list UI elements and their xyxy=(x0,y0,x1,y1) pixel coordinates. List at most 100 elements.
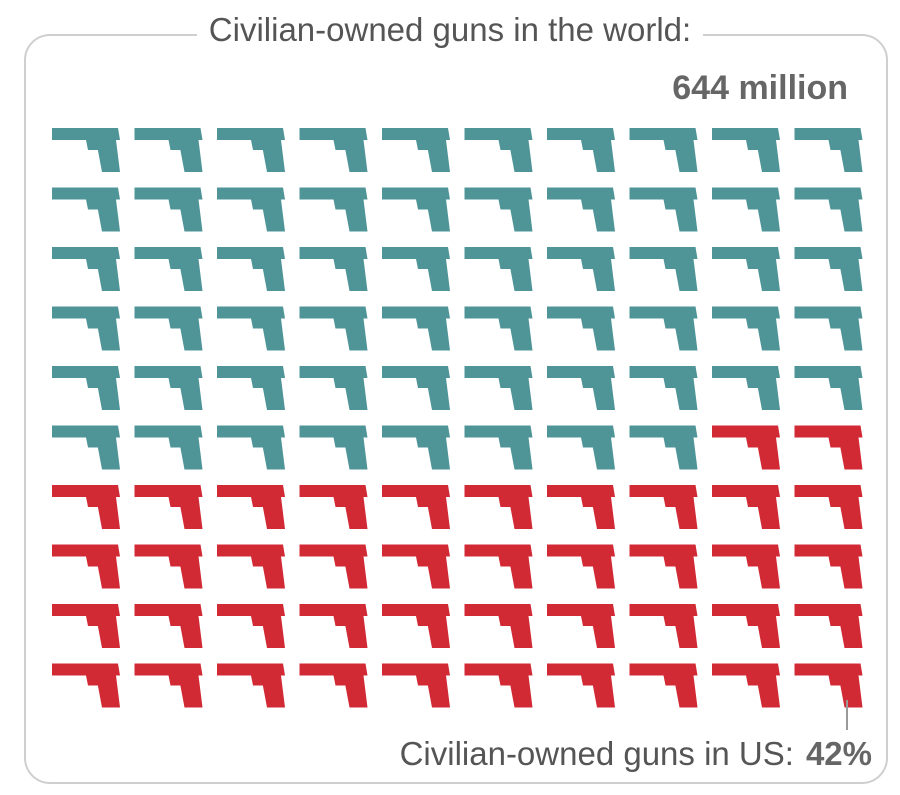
us-share-caption: Civilian-owned guns in US: 42% xyxy=(400,734,872,774)
world-gun-icon xyxy=(299,366,368,410)
world-gun-icon xyxy=(712,306,780,351)
us-gun-icon xyxy=(217,604,285,648)
us-gun-icon xyxy=(464,604,533,648)
us-gun-icon xyxy=(547,485,615,529)
world-gun-icon xyxy=(382,247,450,291)
us-gun-icon xyxy=(712,485,780,529)
us-gun-icon xyxy=(299,544,368,589)
us-gun-icon xyxy=(794,663,863,708)
us-gun-icon xyxy=(134,604,203,648)
us-share-tick xyxy=(846,700,848,730)
us-gun-icon xyxy=(382,544,450,589)
us-gun-icon xyxy=(299,663,368,708)
chart-title-text: Civilian-owned guns in the world: xyxy=(196,11,704,48)
world-gun-icon xyxy=(547,128,615,172)
world-gun-icon xyxy=(217,247,285,291)
us-gun-icon xyxy=(629,604,698,648)
world-gun-icon xyxy=(134,425,203,470)
world-gun-icon xyxy=(134,306,203,351)
world-gun-icon xyxy=(712,187,780,232)
world-gun-icon xyxy=(464,366,533,410)
us-gun-icon xyxy=(134,663,203,708)
us-gun-icon xyxy=(52,663,120,708)
world-gun-icon xyxy=(134,187,203,232)
us-gun-icon xyxy=(794,544,863,589)
us-gun-icon xyxy=(629,485,698,529)
us-gun-icon xyxy=(712,425,780,470)
world-gun-icon xyxy=(464,128,533,172)
world-gun-icon xyxy=(299,425,368,470)
us-gun-icon xyxy=(464,663,533,708)
world-gun-icon xyxy=(712,247,780,291)
world-gun-icon xyxy=(217,425,285,470)
world-gun-icon xyxy=(299,187,368,232)
world-gun-icon xyxy=(299,128,368,172)
world-gun-icon xyxy=(464,425,533,470)
world-gun-icon xyxy=(134,366,203,410)
world-gun-icon xyxy=(712,366,780,410)
world-gun-icon xyxy=(382,187,450,232)
world-gun-icon xyxy=(547,306,615,351)
us-gun-icon xyxy=(217,485,285,529)
world-gun-icon xyxy=(794,128,863,172)
us-gun-icon xyxy=(464,544,533,589)
us-gun-icon xyxy=(629,544,698,589)
us-gun-icon xyxy=(52,485,120,529)
world-gun-icon xyxy=(52,247,120,291)
world-gun-icon xyxy=(547,247,615,291)
world-gun-icon xyxy=(52,187,120,232)
world-gun-icon xyxy=(629,187,698,232)
world-gun-icon xyxy=(794,187,863,232)
world-gun-icon xyxy=(629,425,698,470)
world-gun-icon xyxy=(217,366,285,410)
us-gun-icon xyxy=(52,604,120,648)
world-gun-icon xyxy=(629,247,698,291)
world-gun-icon xyxy=(712,128,780,172)
world-total-label: 644 million xyxy=(672,69,848,107)
us-gun-icon xyxy=(134,485,203,529)
world-gun-icon xyxy=(134,247,203,291)
us-gun-icon xyxy=(712,663,780,708)
us-gun-icon xyxy=(794,485,863,529)
world-gun-icon xyxy=(52,425,120,470)
world-gun-icon xyxy=(299,247,368,291)
world-gun-icon xyxy=(794,366,863,410)
us-gun-icon xyxy=(629,663,698,708)
us-gun-icon xyxy=(382,663,450,708)
us-gun-icon xyxy=(299,485,368,529)
world-gun-icon xyxy=(629,128,698,172)
world-gun-icon xyxy=(794,247,863,291)
world-gun-icon xyxy=(464,306,533,351)
us-gun-icon xyxy=(547,663,615,708)
world-gun-icon xyxy=(217,128,285,172)
us-gun-icon xyxy=(382,604,450,648)
us-gun-icon xyxy=(794,425,863,470)
us-gun-icon xyxy=(712,604,780,648)
chart-title: Civilian-owned guns in the world: xyxy=(0,10,900,50)
us-gun-icon xyxy=(712,544,780,589)
world-gun-icon xyxy=(52,306,120,351)
world-gun-icon xyxy=(794,306,863,351)
us-gun-icon xyxy=(217,544,285,589)
us-gun-icon xyxy=(382,485,450,529)
world-gun-icon xyxy=(382,128,450,172)
world-gun-icon xyxy=(547,425,615,470)
world-gun-icon xyxy=(382,366,450,410)
world-gun-icon xyxy=(217,306,285,351)
us-gun-icon xyxy=(134,544,203,589)
world-gun-icon xyxy=(382,306,450,351)
us-gun-icon xyxy=(217,663,285,708)
world-gun-icon xyxy=(547,366,615,410)
world-gun-icon xyxy=(382,425,450,470)
us-gun-icon xyxy=(464,485,533,529)
world-gun-icon xyxy=(629,366,698,410)
world-gun-icon xyxy=(134,128,203,172)
us-share-label: Civilian-owned guns in US: xyxy=(399,735,794,772)
world-gun-icon xyxy=(52,366,120,410)
world-gun-icon xyxy=(217,187,285,232)
us-gun-icon xyxy=(52,544,120,589)
us-gun-icon xyxy=(547,544,615,589)
world-gun-icon xyxy=(464,187,533,232)
us-gun-icon xyxy=(794,604,863,648)
